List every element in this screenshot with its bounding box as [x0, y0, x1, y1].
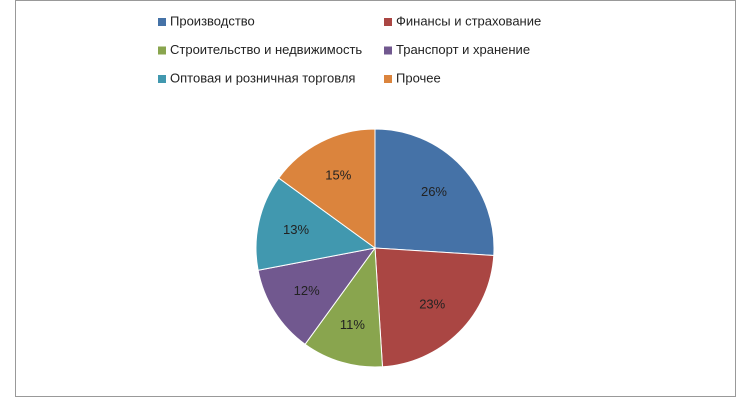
legend-label: Прочее: [396, 70, 441, 85]
data-label: 12%: [294, 283, 320, 298]
legend-label: Строительство и недвижимость: [170, 42, 362, 57]
legend-swatch: [158, 18, 166, 26]
pie-slice: [255, 177, 377, 271]
pie-slice: [257, 247, 377, 345]
legend-label: Финансы и страхование: [396, 13, 541, 28]
legend-swatch: [384, 75, 392, 83]
legend-swatch: [384, 18, 392, 26]
pie-slice: [374, 128, 495, 257]
legend-swatch: [158, 46, 166, 55]
data-label: 15%: [325, 167, 351, 182]
legend-label: Транспорт и хранение: [396, 42, 530, 57]
data-label: 23%: [419, 297, 445, 312]
data-label: 13%: [283, 222, 309, 237]
pie-slice: [304, 246, 384, 368]
pie-slice: [374, 247, 495, 368]
legend-swatch: [158, 75, 166, 83]
data-label: 11%: [340, 317, 365, 332]
legend-label: Производство: [170, 13, 255, 28]
data-label: 26%: [421, 184, 447, 199]
pie-slice: [278, 128, 376, 249]
legend-label: Оптовая и розничная торговля: [170, 70, 355, 85]
legend-swatch: [384, 46, 392, 55]
